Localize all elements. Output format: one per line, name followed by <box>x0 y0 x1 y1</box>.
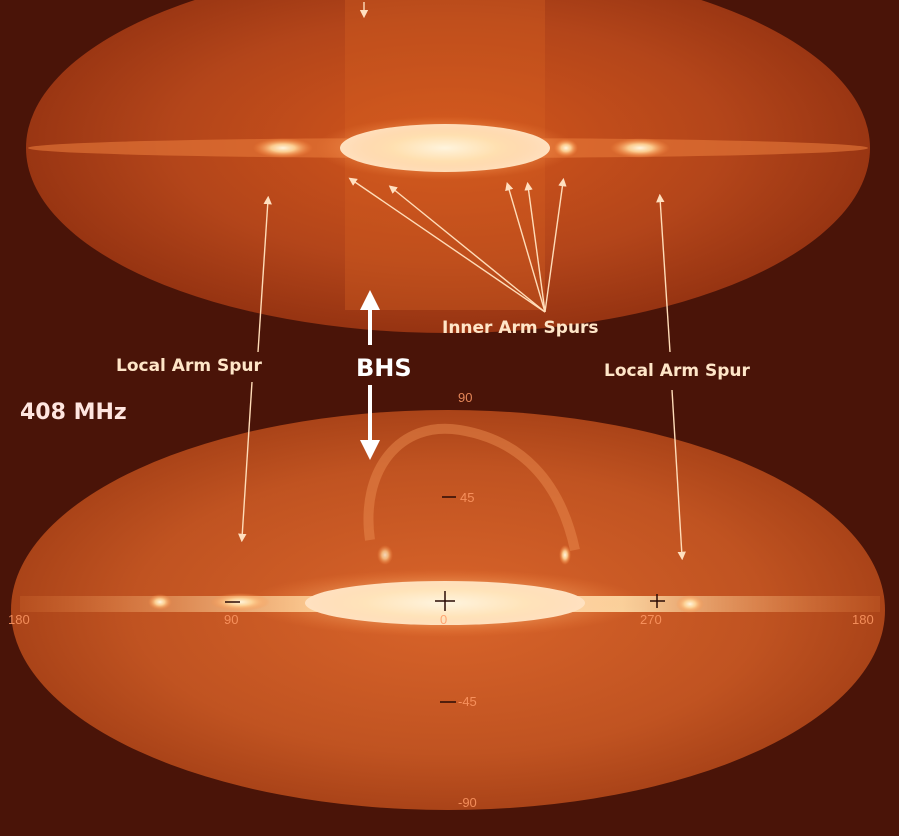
tick-lon-180-left: 180 <box>8 612 30 627</box>
tick-lat-minus-45: -45 <box>458 694 477 709</box>
tick-lon-0: 0 <box>440 612 448 627</box>
tick-lat-90: 90 <box>458 390 473 405</box>
tick-lon-270: 270 <box>640 612 662 627</box>
grid-marks <box>225 496 665 703</box>
model-sky-map <box>26 0 870 333</box>
frequency-label: 408 MHz <box>20 400 127 425</box>
bhs-label: BHS <box>356 354 412 382</box>
tick-lat-minus-90: -90 <box>458 795 477 810</box>
annotation-arrows <box>238 2 686 561</box>
local-arm-spur-right-label: Local Arm Spur <box>604 361 750 381</box>
observed-408mhz-map <box>11 410 885 810</box>
inner-arm-spurs-label: Inner Arm Spurs <box>442 318 599 338</box>
tick-lon-90: 90 <box>224 612 239 627</box>
local-arm-spur-left-label: Local Arm Spur <box>116 356 262 376</box>
tick-lat-45: 45 <box>460 490 475 505</box>
tick-lon-180-right: 180 <box>852 612 874 627</box>
